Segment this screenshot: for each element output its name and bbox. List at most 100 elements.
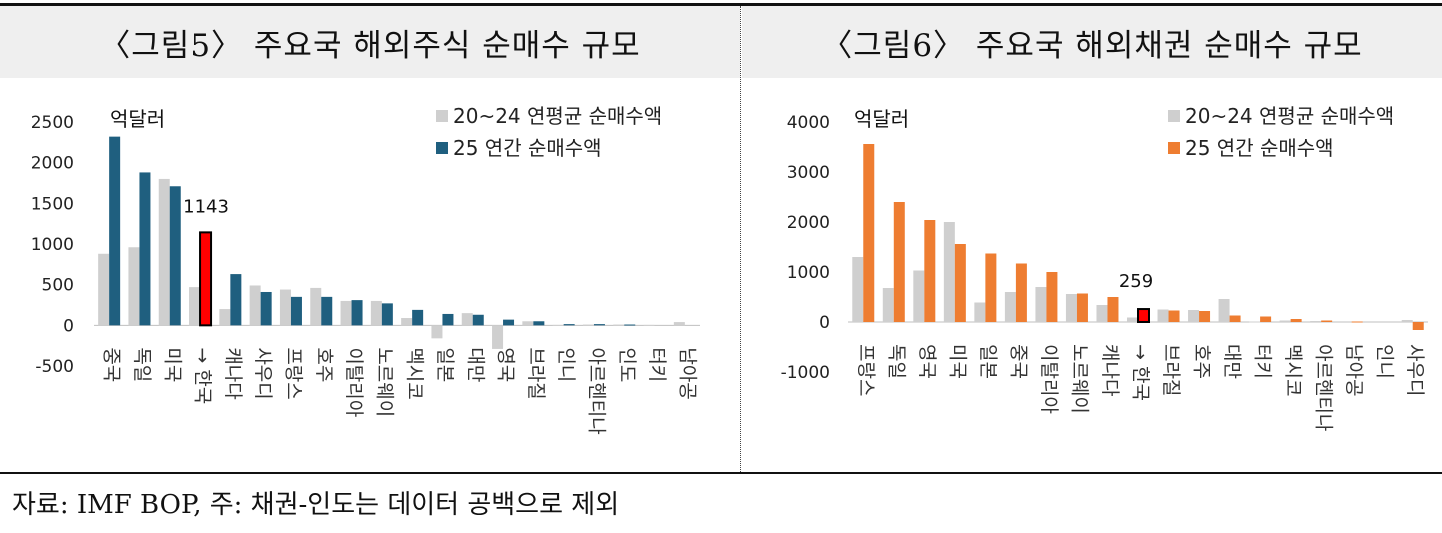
y-tick-label: 1000: [31, 235, 74, 255]
bar-avg: [370, 300, 382, 326]
category-label: 멕시코: [1282, 344, 1304, 396]
bar-annual: [1168, 310, 1180, 322]
category-label: 영국: [495, 347, 517, 382]
bar-avg: [128, 247, 140, 326]
bar-avg: [522, 321, 534, 326]
bar-annual: [321, 296, 333, 326]
category-label: 사우디: [1404, 344, 1426, 396]
category-label: 일본: [977, 344, 999, 379]
category-label: 사우디: [252, 347, 274, 399]
legend-label: 25 연간 순매수액: [453, 136, 602, 160]
bar-avg: [643, 324, 655, 326]
bar-annual: [1046, 272, 1058, 322]
category-label: 호주: [313, 347, 335, 382]
equity-chart-title: 〈그림5〉 주요국 해외주식 순매수 규모: [99, 27, 641, 64]
category-label: 독일: [131, 347, 153, 382]
y-tick-label: 500: [42, 276, 74, 296]
category-label: 대만: [1221, 344, 1243, 379]
category-label: 인니: [555, 347, 577, 382]
category-label: 브라질: [525, 347, 547, 399]
y-tick-label: 0: [819, 313, 830, 333]
category-label: 캐나다: [222, 347, 244, 399]
bar-annual: [1107, 297, 1119, 322]
bar-avg: [1188, 310, 1200, 322]
unit-label: 억달러: [854, 107, 909, 131]
bottom-rule: [0, 472, 1442, 474]
bar-annual: [1076, 293, 1088, 322]
bar-avg: [492, 325, 504, 349]
y-tick-label: -500: [35, 357, 74, 377]
bar-annual: [1321, 320, 1333, 322]
bar-annual: [954, 244, 966, 322]
bar-avg: [189, 287, 201, 326]
bar-avg: [158, 178, 170, 326]
bar-annual: [230, 274, 242, 326]
category-label: 프랑스: [282, 347, 304, 399]
y-tick-label: 3000: [787, 163, 830, 183]
bar-avg: [974, 302, 986, 322]
legend-swatch: [436, 110, 448, 122]
unit-label: 억달러: [110, 107, 165, 131]
category-label: 미국: [161, 347, 183, 382]
bar-annual: [1412, 322, 1424, 330]
category-label: 터키: [1252, 344, 1274, 379]
bar-annual: [533, 321, 545, 326]
bar-avg: [852, 257, 864, 322]
bond-chart-title: 〈그림6〉 주요국 해외채권 순매수 규모: [821, 27, 1363, 64]
bond-chart-panel: 〈그림6〉 주요국 해외채권 순매수 규모 -1000 0 1000 2000 3000…: [742, 6, 1442, 472]
data-label-korea: 259: [1119, 271, 1153, 292]
bar-avg: [340, 300, 352, 326]
bar-annual: [893, 202, 905, 322]
bar-annual: [1290, 319, 1302, 322]
bar-avg: [1310, 321, 1322, 322]
category-label: 아르헨티나: [1313, 344, 1335, 431]
bar-avg: [1218, 299, 1230, 322]
bar-annual: [260, 291, 272, 326]
category-label: 중국: [1007, 344, 1029, 379]
bar-annual: [412, 309, 424, 326]
legend-label: 20~24 연평균 순매수액: [1185, 104, 1394, 128]
bar-avg: [1127, 317, 1138, 322]
bar-avg: [582, 324, 594, 326]
category-label: → 한국: [1130, 344, 1152, 401]
category-label: 일본: [434, 347, 456, 382]
bar-avg: [249, 285, 261, 326]
y-tick-label: 4000: [787, 113, 830, 133]
category-label: 대만: [464, 347, 486, 382]
bar-annual: [863, 144, 875, 322]
bar-annual: [290, 296, 302, 326]
category-label: 이탈리아: [1038, 344, 1060, 414]
bar-annual: [381, 303, 393, 326]
bar-annual: [1137, 308, 1150, 324]
bar-annual: [624, 324, 636, 326]
legend-swatch: [1168, 110, 1180, 122]
top-rule: [0, 3, 1442, 6]
bar-annual: [199, 231, 213, 327]
category-label: 이탈리아: [343, 347, 365, 417]
y-tick-label: 2000: [31, 154, 74, 174]
equity-chart-title-bar: 〈그림5〉 주요국 해외주식 순매수 규모: [0, 6, 740, 78]
bar-avg: [310, 287, 322, 326]
bar-avg: [1157, 309, 1169, 322]
equity-chart-panel: 〈그림5〉 주요국 해외주식 순매수 규모 -500 0 500 1000 1500 20…: [0, 6, 740, 472]
legend-swatch: [436, 142, 448, 154]
bond-chart-title-bar: 〈그림6〉 주요국 해외채권 순매수 규모: [742, 6, 1442, 78]
source-note: 자료: IMF BOP, 주: 채권-인도는 데이터 공백으로 제외: [12, 490, 620, 520]
bar-annual: [169, 186, 181, 326]
category-label: → 한국: [192, 347, 214, 404]
bar-avg: [219, 309, 231, 326]
y-tick-label: 2500: [31, 113, 74, 133]
category-label: 남아공: [1343, 344, 1365, 396]
bar-avg: [1035, 287, 1047, 322]
bar-annual: [351, 300, 363, 326]
bar-avg: [913, 270, 925, 322]
bar-avg: [1279, 320, 1291, 322]
bar-annual: [503, 319, 515, 326]
category-label: 인도: [616, 347, 638, 382]
bar-annual: [985, 253, 997, 322]
bar-annual: [593, 324, 605, 326]
bar-avg: [673, 322, 685, 326]
legend-swatch: [1168, 142, 1180, 154]
y-tick-label: 0: [63, 316, 74, 336]
